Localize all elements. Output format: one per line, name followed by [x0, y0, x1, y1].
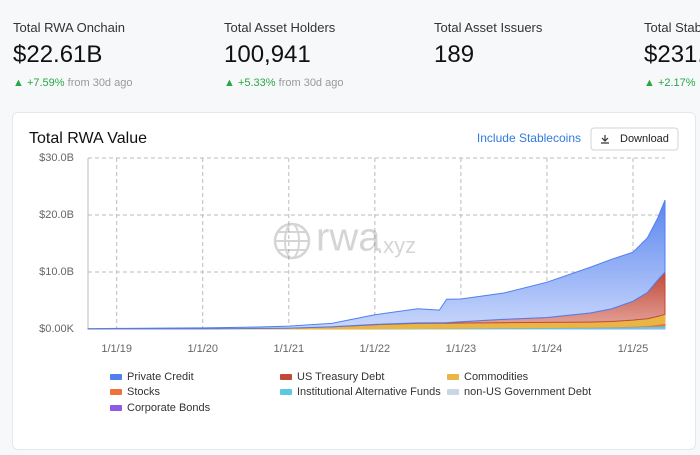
- download-icon: [601, 135, 609, 144]
- stat-label: Total Asset Issuers: [434, 20, 543, 35]
- stat-value: $22.61B: [13, 41, 103, 68]
- watermark-suffix: .xyz: [377, 233, 416, 258]
- download-button[interactable]: [590, 127, 679, 151]
- stat-change: ▲ +2.17%: [644, 77, 696, 89]
- stat-card: Total Asset Holders 100,941 ▲ +5.33% fro…: [224, 20, 343, 89]
- stat-value: 189: [434, 41, 475, 68]
- stat-card: Total Stab $231. ▲ +2.17%: [644, 20, 700, 89]
- y-tick-label: $0.00K: [39, 323, 75, 335]
- stat-label: Total Asset Holders: [224, 20, 336, 35]
- x-tick-label: 1/1/24: [532, 343, 563, 355]
- legend-label: non-US Government Debt: [464, 386, 591, 398]
- stat-change: ▲ +5.33% from 30d ago: [224, 77, 344, 89]
- change-note: from 30d ago: [278, 77, 344, 89]
- watermark: rwa .xyz: [273, 216, 416, 260]
- legend-swatch: [280, 374, 292, 380]
- chart-title: Total RWA Value: [29, 130, 147, 147]
- stat-value: $231.: [644, 41, 700, 68]
- area: [87, 199, 666, 330]
- watermark-main: rwa: [316, 216, 381, 260]
- legend-swatch: [447, 389, 459, 395]
- legend-label: Stocks: [127, 386, 161, 398]
- stat-value: 100,941: [224, 41, 311, 68]
- stablecoin-toggle[interactable]: Include Stablecoins: [477, 131, 581, 145]
- legend-label: Corporate Bonds: [127, 402, 211, 414]
- download-label[interactable]: Download: [620, 133, 669, 145]
- legend-label: Institutional Alternative Funds: [297, 386, 441, 398]
- y-tick-label: $30.0B: [39, 152, 74, 164]
- change-note: from 30d ago: [67, 77, 133, 89]
- change-value: +5.33%: [237, 77, 276, 89]
- x-tick-label: 1/1/22: [360, 343, 391, 355]
- y-tick-label: $10.0B: [39, 266, 74, 278]
- x-tick-label: 1/1/19: [101, 343, 132, 355]
- change-value: +2.17%: [657, 77, 696, 89]
- stat-change: ▲ +7.59% from 30d ago: [13, 77, 133, 89]
- x-tick-label: 1/1/23: [446, 343, 477, 355]
- stat-label: Total RWA Onchain: [13, 20, 125, 35]
- legend-swatch: [110, 405, 122, 411]
- legend-swatch: [280, 389, 292, 395]
- change-value: +7.59%: [26, 77, 65, 89]
- legend-label: Private Credit: [127, 371, 194, 383]
- legend-label: Commodities: [464, 371, 529, 383]
- stat-label: Total Stab: [644, 20, 700, 35]
- x-tick-label: 1/1/20: [187, 343, 218, 355]
- legend-label: US Treasury Debt: [297, 371, 384, 383]
- x-tick-label: 1/1/25: [618, 343, 649, 355]
- x-tick-label: 1/1/21: [273, 343, 304, 355]
- legend-swatch: [447, 374, 459, 380]
- stat-card: Total Asset Issuers 189: [434, 20, 542, 69]
- legend-swatch: [110, 389, 122, 395]
- stat-card: Total RWA Onchain $22.61B ▲ +7.59% from …: [13, 20, 132, 89]
- legend-swatch: [110, 374, 122, 380]
- y-tick-label: $20.0B: [39, 209, 74, 221]
